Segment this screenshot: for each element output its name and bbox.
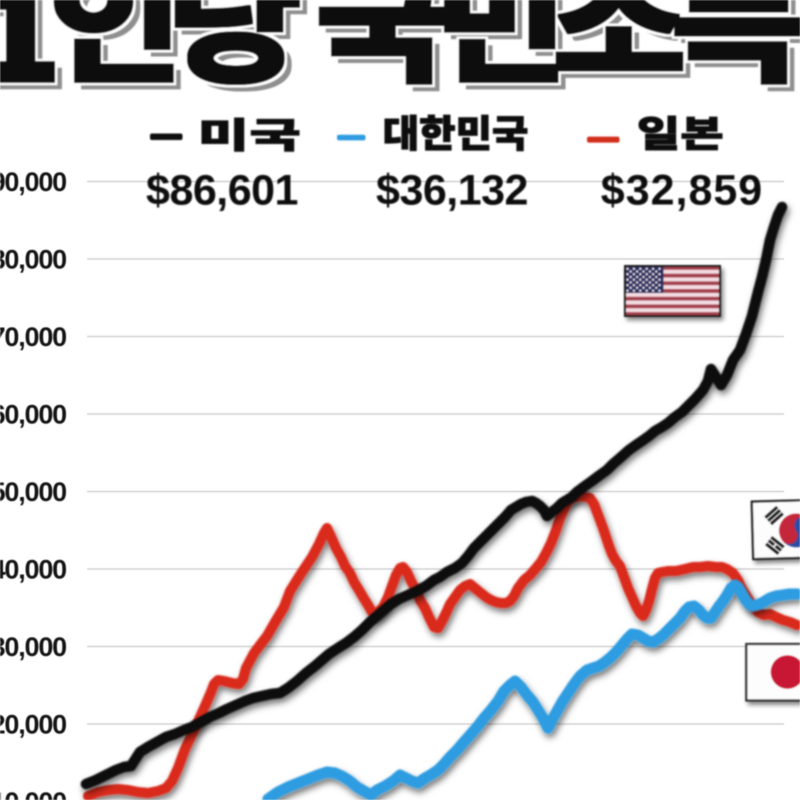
svg-text:$32,859: $32,859 — [601, 167, 763, 215]
svg-text:20,000: 20,000 — [0, 710, 66, 740]
svg-text:70,000: 70,000 — [0, 322, 66, 352]
svg-text:$86,601: $86,601 — [146, 167, 298, 215]
svg-text:80,000: 80,000 — [0, 245, 66, 275]
svg-text:40,000: 40,000 — [0, 555, 66, 585]
svg-text:50,000: 50,000 — [0, 477, 66, 507]
svg-text:10,000: 10,000 — [0, 787, 66, 800]
svg-text:90,000: 90,000 — [0, 167, 66, 197]
svg-text:60,000: 60,000 — [0, 400, 66, 430]
svg-text:30,000: 30,000 — [0, 632, 66, 662]
svg-text:$36,132: $36,132 — [376, 167, 528, 215]
